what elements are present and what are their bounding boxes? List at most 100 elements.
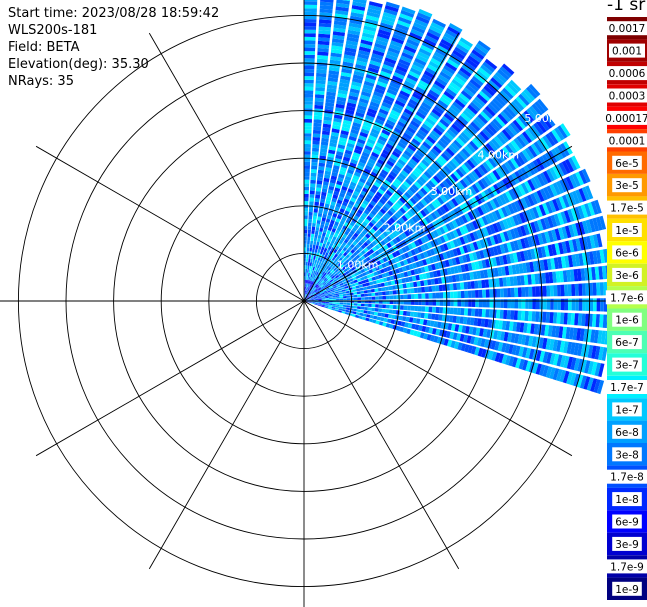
range-gate	[312, 292, 317, 296]
range-gate	[578, 283, 583, 296]
range-gate	[320, 291, 324, 295]
range-gate	[567, 209, 575, 222]
range-gate	[321, 301, 326, 303]
range-gate	[497, 208, 505, 219]
range-gate	[587, 345, 594, 359]
range-gate	[424, 138, 434, 147]
range-gate	[312, 215, 317, 220]
range-gate	[304, 294, 306, 298]
range-gate	[325, 280, 330, 284]
range-gate	[304, 69, 315, 73]
range-gate	[333, 117, 342, 123]
range-gate	[455, 256, 461, 265]
range-gate	[388, 309, 393, 314]
range-gate	[576, 328, 582, 341]
range-gate	[310, 289, 314, 293]
range-gate	[451, 219, 459, 229]
range-gate	[398, 248, 404, 255]
range-gate	[435, 306, 440, 314]
range-gate	[487, 103, 499, 115]
range-gate	[354, 264, 359, 269]
range-gate	[477, 347, 484, 357]
range-gate	[352, 261, 357, 267]
range-gate	[459, 246, 465, 255]
range-gate	[304, 93, 314, 98]
range-gate	[397, 93, 409, 101]
range-gate	[371, 252, 377, 258]
range-gate	[427, 28, 442, 38]
range-gate	[426, 233, 433, 241]
range-gate	[304, 72, 315, 77]
range-gate	[385, 271, 390, 277]
range-gate	[338, 223, 344, 228]
range-gate	[598, 346, 604, 361]
range-gate	[368, 4, 382, 12]
range-gate	[304, 19, 317, 23]
range-gate	[305, 286, 307, 291]
range-gate	[314, 201, 320, 206]
range-gate	[457, 291, 462, 299]
range-gate	[350, 243, 355, 249]
range-gate	[452, 229, 459, 238]
range-gate	[499, 131, 510, 143]
range-gate	[342, 123, 351, 129]
range-gate	[317, 51, 329, 56]
range-gate	[402, 310, 407, 316]
range-gate	[333, 114, 343, 120]
range-gate	[386, 119, 396, 127]
range-gate	[479, 270, 485, 279]
range-gate	[330, 280, 335, 284]
range-gate	[462, 177, 471, 187]
range-gate	[426, 241, 433, 249]
range-gate	[304, 101, 313, 105]
range-gate	[374, 42, 387, 50]
range-gate	[369, 281, 374, 286]
range-gate	[341, 266, 347, 271]
range-gate	[307, 299, 312, 301]
range-gate	[376, 260, 382, 266]
range-gate	[379, 172, 387, 179]
range-gate	[385, 295, 390, 300]
range-gate	[476, 133, 487, 144]
range-gate	[501, 129, 512, 141]
range-gate	[396, 294, 401, 300]
range-gate	[319, 15, 332, 21]
range-gate	[384, 122, 394, 130]
range-gate	[344, 47, 357, 53]
range-gate	[304, 40, 316, 45]
range-gate	[539, 188, 548, 201]
range-gate	[435, 77, 448, 87]
range-gate	[394, 202, 402, 209]
range-gate	[360, 306, 365, 310]
range-gate	[350, 254, 355, 259]
range-gate	[410, 269, 416, 276]
range-gate	[470, 317, 475, 326]
range-gate	[398, 267, 404, 273]
range-gate	[466, 317, 471, 325]
range-gate	[305, 276, 307, 280]
range-gate	[352, 246, 358, 252]
range-gate	[307, 262, 310, 266]
range-gate	[328, 146, 337, 151]
range-gate	[569, 327, 574, 340]
range-gate	[335, 282, 340, 286]
range-gate	[500, 288, 504, 298]
range-gate	[415, 86, 427, 95]
range-gate	[307, 283, 310, 288]
range-gate	[469, 232, 476, 242]
range-gate	[353, 171, 361, 178]
range-gate	[485, 309, 490, 318]
range-gate	[541, 272, 547, 284]
range-gate	[560, 256, 567, 269]
range-gate	[436, 245, 442, 254]
range-gate	[364, 297, 369, 300]
range-gate	[489, 247, 495, 257]
range-gate	[304, 172, 310, 177]
range-gate	[383, 277, 388, 282]
range-gate	[364, 307, 368, 311]
range-gate	[468, 253, 475, 262]
range-gate	[381, 182, 389, 189]
range-gate	[425, 272, 431, 279]
range-gate	[430, 240, 436, 248]
